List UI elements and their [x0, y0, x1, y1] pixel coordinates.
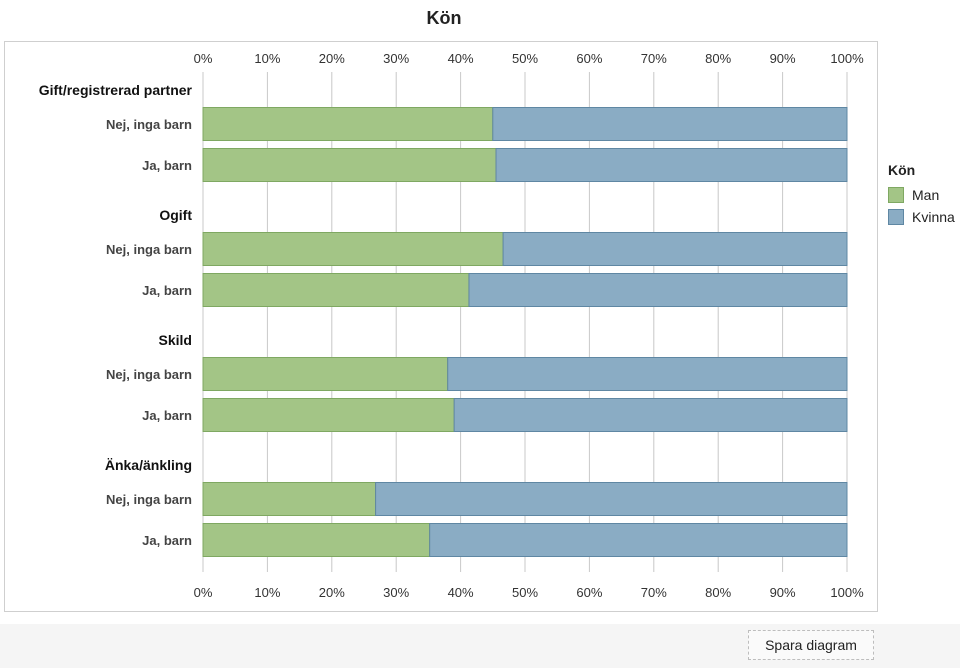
row-label: Ja, barn [142, 158, 192, 173]
row-label: Ja, barn [142, 408, 192, 423]
x-tick-label-bottom: 50% [512, 585, 538, 600]
x-tick-label-top: 40% [448, 51, 474, 66]
x-tick-label-bottom: 70% [641, 585, 667, 600]
bar-kvinna [429, 523, 848, 557]
x-tick-label-top: 90% [770, 51, 796, 66]
save-diagram-button[interactable]: Spara diagram [748, 630, 874, 660]
legend-item-kvinna[interactable]: Kvinna [888, 206, 955, 228]
legend-label-man: Man [912, 187, 940, 203]
x-tick-label-bottom: 30% [383, 585, 409, 600]
bar-man [202, 357, 449, 391]
chart-title: Kön [426, 8, 462, 28]
group-label: Skild [159, 332, 192, 348]
bar-kvinna [492, 107, 848, 141]
legend-label-kvinna: Kvinna [912, 209, 955, 225]
legend-swatch-man [888, 187, 904, 203]
bar-kvinna [495, 148, 848, 182]
legend: Kön Man Kvinna [888, 162, 955, 228]
x-tick-label-top: 70% [641, 51, 667, 66]
bar-kvinna [468, 273, 848, 307]
x-tick-label-bottom: 0% [194, 585, 213, 600]
row-label: Nej, inga barn [106, 117, 192, 132]
x-tick-label-top: 80% [705, 51, 731, 66]
group-label: Änka/änkling [105, 457, 192, 473]
x-tick-label-top: 20% [319, 51, 345, 66]
bar-man [202, 398, 455, 432]
row-label: Nej, inga barn [106, 242, 192, 257]
row-label: Nej, inga barn [106, 367, 192, 382]
group-label: Gift/registrerad partner [39, 82, 193, 98]
bar-man [202, 148, 497, 182]
x-tick-label-bottom: 10% [254, 585, 280, 600]
bar-kvinna [375, 482, 848, 516]
bar-kvinna [447, 357, 848, 391]
x-tick-label-top: 10% [254, 51, 280, 66]
row-label: Ja, barn [142, 283, 192, 298]
row-label: Nej, inga barn [106, 492, 192, 507]
chart-canvas: Kön 0% 0% 10% 10% 20% 20% 30% 30% 40% 40% 50% 50% 60… [4, 8, 955, 612]
x-tick-label-bottom: 20% [319, 585, 345, 600]
x-tick-label-bottom: 40% [448, 585, 474, 600]
row-label: Ja, barn [142, 533, 192, 548]
bar-man [202, 523, 431, 557]
bar-man [202, 482, 377, 516]
x-tick-label-top: 100% [830, 51, 864, 66]
x-tick-label-top: 0% [194, 51, 213, 66]
x-tick-label-bottom: 60% [576, 585, 602, 600]
legend-item-man[interactable]: Man [888, 184, 955, 206]
x-tick-label-bottom: 80% [705, 585, 731, 600]
legend-title: Kön [888, 162, 916, 178]
bar-kvinna [453, 398, 848, 432]
bar-man [202, 107, 494, 141]
x-tick-label-top: 50% [512, 51, 538, 66]
x-tick-label-top: 60% [576, 51, 602, 66]
x-tick-label-bottom: 90% [770, 585, 796, 600]
bar-man [202, 273, 470, 307]
x-tick-label-bottom: 100% [830, 585, 864, 600]
bar-kvinna [502, 232, 848, 266]
bar-chart: 0% 0% 10% 10% 20% 20% 30% 30% 40% 40% 50% 50% 60% 60%… [39, 51, 864, 600]
group-label: Ogift [159, 207, 192, 223]
bar-man [202, 232, 504, 266]
legend-swatch-kvinna [888, 209, 904, 225]
x-tick-label-top: 30% [383, 51, 409, 66]
